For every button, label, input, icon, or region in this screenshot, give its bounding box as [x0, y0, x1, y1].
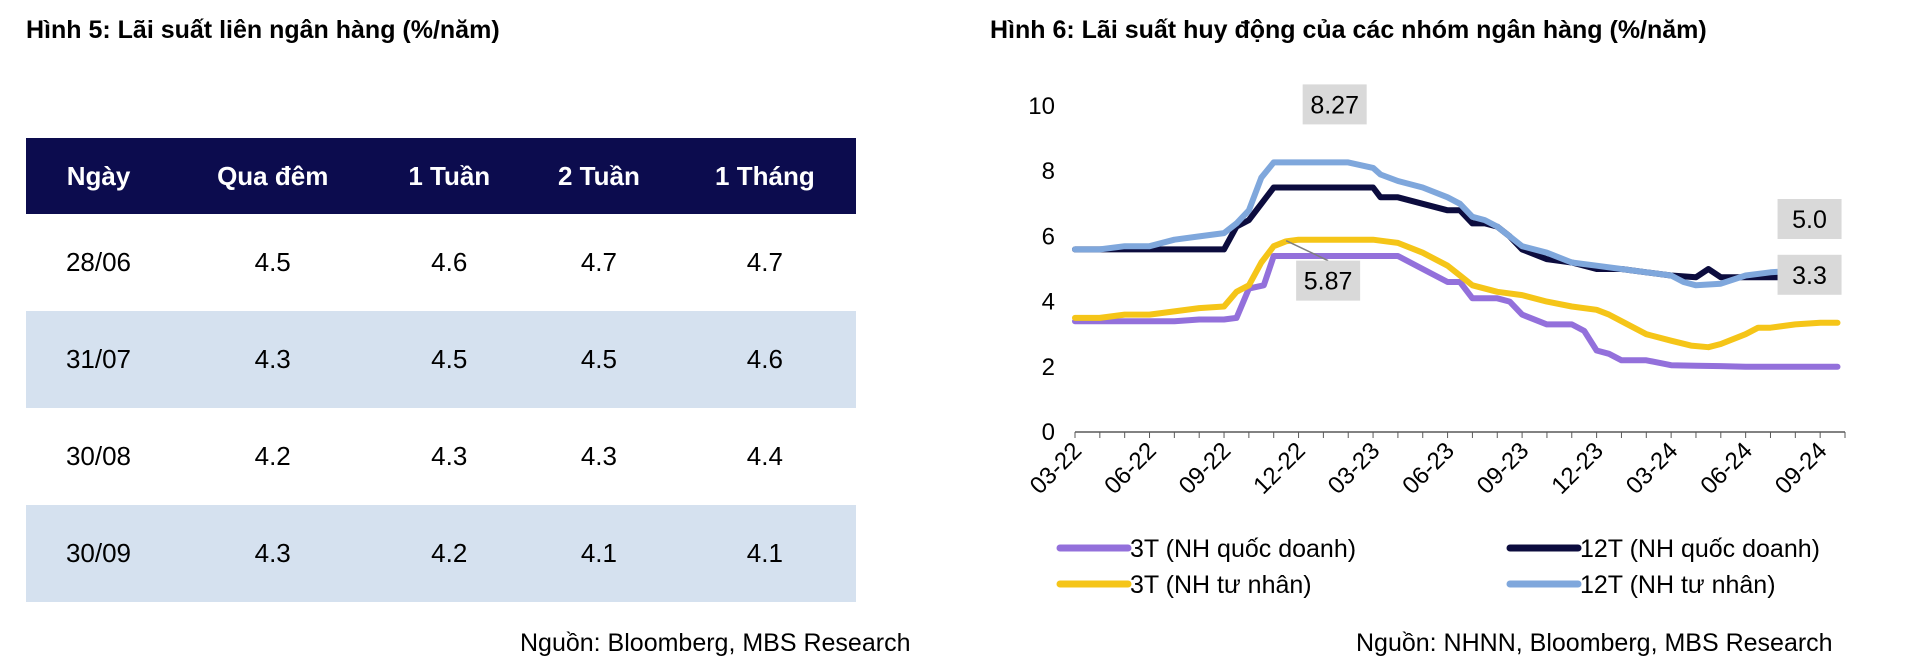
callout-label: 8.27: [1310, 91, 1359, 119]
table-cell: 4.3: [171, 311, 375, 408]
table-cell: 31/07: [26, 311, 171, 408]
callout-leader: [1285, 239, 1329, 262]
table-cell: 4.3: [580, 441, 617, 471]
x-tick-label: 09-24: [1770, 437, 1833, 500]
table-cell: 4.3: [431, 441, 468, 471]
callout-label: 5.0: [1792, 206, 1827, 234]
table-row: 30/09 4.3 4.2 4.1 4.1: [26, 505, 856, 602]
x-tick-label: 12-22: [1248, 437, 1311, 500]
header-1-week: 1 Tuần: [374, 138, 525, 214]
header-1-month: 1 Tháng: [673, 138, 856, 214]
x-tick-label: 06-22: [1099, 437, 1162, 500]
callout-box: [1777, 199, 1842, 239]
callout-box: [1777, 254, 1842, 295]
table-cell: 4.6: [673, 311, 856, 408]
series-line: [1072, 253, 1841, 370]
figure5-title: Hình 5: Lãi suất liên ngân hàng (%/năm): [26, 16, 500, 44]
table-cell: 30/09: [26, 505, 171, 602]
series-line: [1072, 159, 1841, 289]
table-cell: 4.2: [374, 505, 525, 602]
table-cell: 4.1: [673, 505, 856, 602]
callout-box: [1296, 260, 1361, 301]
legend-label: 3T (NH tư nhân): [1130, 571, 1312, 599]
series-line: [1072, 236, 1841, 351]
y-tick-label: 4: [1042, 289, 1055, 316]
table-cell: 4.7: [580, 247, 617, 277]
y-tick-label: 0: [1042, 419, 1055, 446]
x-tick-label: 09-22: [1174, 437, 1237, 500]
table-row: 30/08 4.2 4.3 4.3 4.4: [26, 408, 856, 505]
x-tick-label: 09-23: [1472, 437, 1535, 500]
legend-label: 12T (NH quốc doanh): [1580, 535, 1820, 563]
y-tick-label: 8: [1042, 158, 1055, 185]
table-cell: 4.6: [431, 247, 468, 277]
interbank-rate-table: Ngày Qua đêm 1 Tuần 2 Tuần 1 Tháng 28/06…: [26, 138, 856, 602]
callout-box: [1302, 84, 1367, 125]
table-cell: 4.2: [254, 441, 291, 471]
table-cell: 4.4: [746, 441, 783, 471]
x-tick-label: 03-23: [1323, 437, 1386, 500]
legend-label: 12T (NH tư nhân): [1580, 571, 1776, 599]
x-tick-label: 03-24: [1621, 437, 1684, 500]
table-cell: 4.5: [374, 311, 525, 408]
table-cell: 4.5: [524, 311, 674, 408]
table-cell: 28/06: [65, 247, 132, 277]
series-line: [1072, 184, 1841, 281]
figure6-title: Hình 6: Lãi suất huy động của các nhóm n…: [990, 16, 1707, 44]
x-tick-label: 12-23: [1546, 437, 1609, 500]
x-tick-label: 06-23: [1397, 437, 1460, 500]
figure6-source: Nguồn: NHNN, Bloomberg, MBS Research: [1356, 629, 1833, 657]
y-tick-label: 6: [1042, 223, 1055, 250]
y-tick-label: 10: [1028, 93, 1055, 120]
header-overnight: Qua đêm: [171, 138, 375, 214]
callout-label: 3.3: [1792, 262, 1827, 290]
figure5-source: Nguồn: Bloomberg, MBS Research: [520, 629, 911, 657]
table-cell: 30/08: [65, 441, 132, 471]
callout-label: 5.87: [1304, 268, 1353, 296]
header-2-weeks: 2 Tuần: [524, 138, 674, 214]
table-row: 31/07 4.3 4.5 4.5 4.6: [26, 311, 856, 408]
x-tick-label: 06-24: [1695, 437, 1758, 500]
table-cell: 4.5: [254, 247, 291, 277]
table-cell: 4.7: [746, 247, 783, 277]
legend-label: 3T (NH quốc doanh): [1130, 535, 1356, 563]
x-tick-label: 03-22: [1025, 437, 1088, 500]
header-date: Ngày: [26, 138, 171, 214]
table-header-row: Ngày Qua đêm 1 Tuần 2 Tuần 1 Tháng: [26, 138, 856, 214]
table-cell: 4.3: [171, 505, 375, 602]
table-row: 28/06 4.5 4.6 4.7 4.7: [26, 214, 856, 311]
table-cell: 4.1: [524, 505, 674, 602]
y-tick-label: 2: [1042, 354, 1055, 381]
